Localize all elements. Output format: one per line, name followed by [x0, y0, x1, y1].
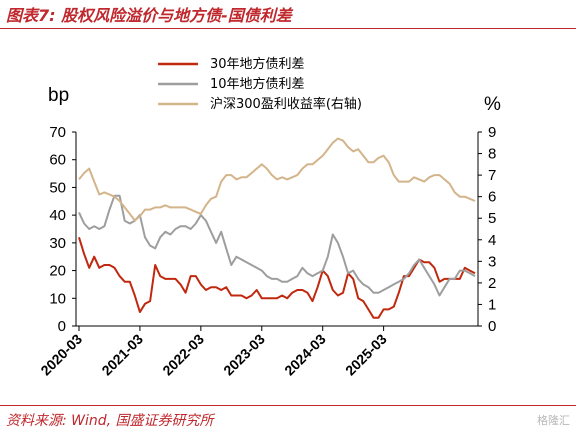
source-divider: [0, 405, 576, 406]
y-left-tick-label: 50: [49, 179, 66, 196]
y-left-tick-label: 40: [49, 207, 66, 224]
y-left-tick-label: 30: [49, 235, 66, 252]
legend-label-csi300: 沪深300盈利收益率(右轴): [210, 96, 362, 112]
series-line-1: [78, 194, 476, 297]
y-left-tick-label: 20: [49, 263, 66, 280]
y-right-tick-label: 1: [488, 296, 496, 313]
y-right-tick-label: 2: [488, 275, 496, 292]
legend-label-30y: 30年地方债利差: [210, 56, 305, 72]
legend: 30年地方债利差 10年地方债利差 沪深300盈利收益率(右轴): [158, 56, 362, 112]
chart-title: 图表7: 股权风险溢价与地方债-国债利差: [6, 6, 292, 25]
axes: 0 10 20 30 40 50 60 70 0 1 2 3 4 5 6 7 8 9 2020-03 2021-03 2…: [37, 124, 496, 378]
x-tick-label: 2023-03: [220, 331, 268, 379]
y-right-unit-label: %: [484, 94, 501, 115]
y-right-tick-label: 3: [488, 253, 496, 270]
y-right-tick-label: 8: [488, 146, 496, 163]
y-left-tick-label: 70: [49, 124, 66, 141]
watermark: 格隆汇: [537, 414, 570, 427]
source-note: 资料来源: Wind, 国盛证券研究所: [6, 413, 214, 429]
x-tick-label: 2022-03: [159, 331, 207, 379]
series-line-2: [78, 137, 476, 222]
y-right-tick-label: 9: [488, 124, 496, 141]
y-right-tick-label: 7: [488, 167, 496, 184]
y-left-tick-label: 0: [58, 318, 66, 335]
y-right-tick-label: 0: [488, 318, 496, 335]
y-left-unit-label: bp: [48, 85, 69, 106]
legend-label-10y: 10年地方债利差: [210, 76, 305, 92]
series-lines: [78, 137, 476, 319]
title-divider: [0, 28, 576, 29]
x-tick-label: 2024-03: [281, 331, 329, 379]
y-left-tick-label: 60: [49, 152, 66, 169]
y-right-tick-label: 5: [488, 210, 496, 227]
y-left-tick-label: 10: [49, 290, 66, 307]
y-right-tick-label: 4: [488, 232, 496, 249]
series-line-0: [78, 237, 476, 319]
x-tick-label: 2020-03: [37, 331, 85, 379]
y-right-tick-label: 6: [488, 189, 496, 206]
x-tick-label: 2021-03: [98, 331, 146, 379]
x-tick-label: 2025-03: [342, 331, 390, 379]
